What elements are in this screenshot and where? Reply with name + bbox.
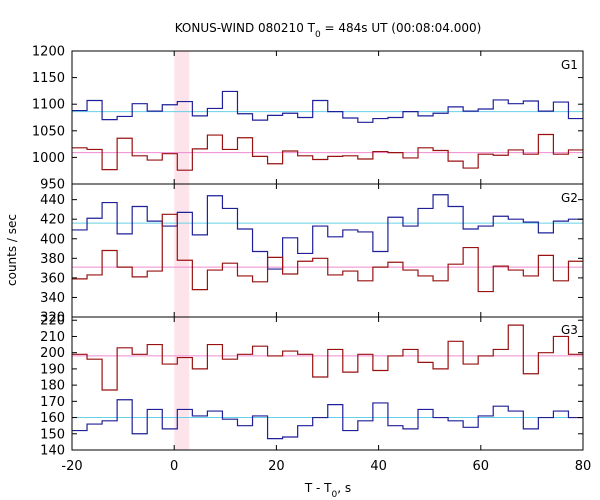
g3-ytick-label: 180 <box>40 379 65 394</box>
g2-ytick-label: 380 <box>40 252 65 267</box>
g1-ytick-label: 950 <box>40 178 65 193</box>
g3-ytick-label: 160 <box>40 411 65 426</box>
xtick-label: 80 <box>575 459 592 474</box>
panel-frame-g1 <box>71 50 584 185</box>
g1-ytick-label: 1200 <box>32 45 65 60</box>
panel-frame-g3 <box>71 316 584 451</box>
xtick-label: -20 <box>61 459 82 474</box>
xtick-label: 0 <box>170 459 178 474</box>
g1-ytick-label: 1000 <box>32 151 65 166</box>
x-ticks: -20 0 20 40 60 80 <box>61 51 591 474</box>
g3-ytick-label: 140 <box>40 444 65 459</box>
panel-label-g2: G2 <box>561 191 578 205</box>
panel-label-g1: G1 <box>561 58 578 72</box>
g3-ytick-label: 190 <box>40 362 65 377</box>
x-axis-title: T - T0, s <box>304 481 351 500</box>
frame-layer <box>71 50 584 451</box>
g1-ytick-label: 1100 <box>32 98 65 113</box>
g1-ytick-label: 1050 <box>32 124 65 139</box>
g2-ytick-label: 440 <box>40 193 65 208</box>
g2-ytick-label: 340 <box>40 291 65 306</box>
xtick-label: 20 <box>268 459 285 474</box>
y-ticks: 950 1000 1050 1100 1150 1200 320 340 360 380 400 42… <box>32 45 583 459</box>
highlight-layer <box>174 51 190 450</box>
series-layer <box>72 90 583 440</box>
g3-ytick-label: 220 <box>40 314 65 329</box>
panel-frame-g2 <box>71 183 584 318</box>
g1-histogram-red <box>72 133 583 171</box>
highlight-band <box>174 51 190 450</box>
xtick-label: 60 <box>473 459 490 474</box>
panel-label-g3: G3 <box>561 323 578 337</box>
g3-ytick-label: 210 <box>40 330 65 345</box>
g3-histogram-red <box>72 324 583 391</box>
g3-histogram-blue <box>72 399 583 440</box>
xtick-label: 40 <box>370 459 387 474</box>
g2-ytick-label: 320 <box>40 311 65 326</box>
g3-ytick-label: 170 <box>40 395 65 410</box>
g1-ytick-label: 1150 <box>32 71 65 86</box>
g3-ytick-label: 200 <box>40 346 65 361</box>
chart-title: KONUS-WIND 080210 T0 = 484s UT (00:08:04… <box>175 21 482 40</box>
g3-ytick-label: 150 <box>40 427 65 442</box>
g2-ytick-label: 400 <box>40 232 65 247</box>
y-axis-title: counts / sec <box>5 214 19 286</box>
g1-histogram-blue <box>72 90 583 123</box>
g2-histogram-red <box>72 213 583 293</box>
g2-ytick-label: 420 <box>40 213 65 228</box>
g2-ytick-label: 360 <box>40 271 65 286</box>
